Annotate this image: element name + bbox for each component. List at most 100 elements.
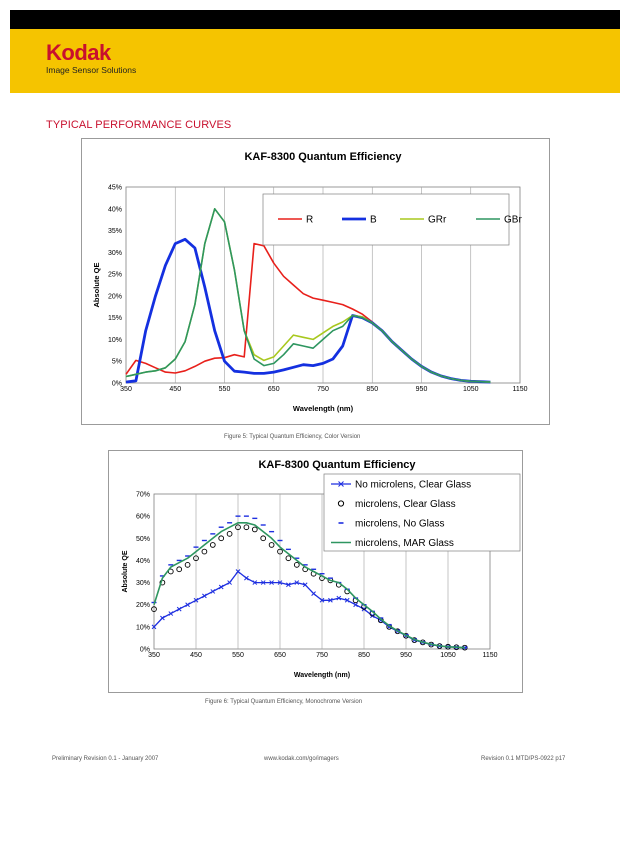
legend-box [262, 193, 510, 246]
y-tick-label: 35% [108, 228, 122, 235]
data-point [336, 595, 342, 601]
y-tick-label: 15% [108, 315, 122, 322]
footer-center: www.kodak.com/go/imagers [264, 756, 339, 762]
x-tick-label: 1150 [512, 386, 527, 393]
data-point [185, 602, 190, 608]
data-point [235, 569, 241, 574]
x-tick-label: 650 [274, 652, 286, 659]
data-point [168, 611, 174, 616]
data-point [251, 526, 258, 533]
legend-label: No microlens, Clear Glass [355, 480, 471, 491]
y-axis-label: Absolute QE [122, 550, 129, 592]
chart-title: KAF-8300 Quantum Efficiency [258, 459, 416, 471]
data-point [209, 542, 216, 548]
legend-item: GRr [400, 215, 447, 226]
y-tick-label: 25% [108, 272, 122, 279]
data-point [285, 555, 292, 562]
data-point [286, 582, 291, 588]
x-tick-label: 1050 [440, 652, 456, 659]
legend: No microlens, Clear Glass microlens, Clea… [323, 473, 521, 552]
legend-marker [337, 500, 345, 507]
series-line [125, 208, 491, 383]
y-tick-label: 30% [108, 250, 122, 257]
data-point [176, 606, 182, 612]
header-yellow-band [10, 29, 620, 93]
y-tick-label: 30% [136, 580, 150, 587]
x-tick-label: 350 [120, 386, 132, 393]
legend-item: GBr [476, 215, 522, 226]
data-point [151, 624, 157, 630]
data-point [302, 582, 308, 588]
kodak-logo: Kodak Image Sensor Solutions [46, 42, 137, 76]
x-tick-label: 350 [148, 652, 160, 659]
data-point [353, 602, 358, 608]
legend-label: microlens, Clear Glass [355, 499, 456, 510]
x-tick-label: 550 [219, 386, 231, 393]
chart-frame-1: 350 450 550 650 750 850 950 1050 1150 0% 5% 10% 15% 2… [81, 138, 550, 425]
legend-item: microlens, No Glass [338, 519, 444, 530]
series-microlens-mar-glass [153, 522, 465, 649]
legend-marker [338, 481, 344, 487]
y-tick-label: 40% [108, 206, 122, 213]
legend-label: GRr [428, 215, 447, 226]
legend-item: R [278, 215, 313, 226]
y-tick-label: 10% [108, 337, 122, 344]
legend: R B GRr GBr [262, 193, 522, 246]
legend-item: B [342, 215, 377, 226]
data-point [268, 542, 275, 548]
legend-label: B [370, 215, 377, 226]
data-point [235, 524, 241, 531]
qe-chart-color: 350 450 550 650 750 850 950 1050 1150 0% 5% 10% 15% 2… [92, 151, 528, 413]
figure-caption-1: Figure 5: Typical Quantum Efficiency, Co… [224, 434, 361, 440]
x-tick-label: 650 [268, 386, 280, 393]
data-point [293, 562, 300, 568]
x-tick-label: 450 [190, 652, 202, 659]
logo-subtitle: Image Sensor Solutions [46, 65, 137, 75]
y-tick-label: 40% [136, 558, 150, 565]
footer-left: Preliminary Revision 0.1 - January 2007 [52, 756, 159, 762]
chart-frame-2: 350 450 550 650 750 850 950 1050 1150 0% 10% 20% 30%… [108, 450, 523, 693]
legend-item: microlens, Clear Glass [337, 499, 456, 510]
qe-chart-monochrome: 350 450 550 650 750 850 950 1050 1150 0% 10% 20% 30%… [122, 459, 521, 679]
data-point [328, 597, 333, 603]
data-point [294, 580, 300, 585]
x-tick-label: 450 [169, 386, 181, 393]
data-point [184, 562, 191, 568]
data-point [218, 535, 225, 542]
y-tick-label: 0% [140, 647, 150, 654]
x-axis-label: Wavelength (nm) [293, 404, 354, 413]
x-tick-label: 1050 [463, 386, 479, 393]
data-point [269, 580, 274, 585]
data-point [193, 597, 199, 603]
data-point [202, 593, 207, 599]
legend-box [323, 473, 521, 552]
series-gbr [125, 208, 491, 383]
data-point [160, 615, 165, 621]
data-point [176, 566, 183, 573]
x-axis-label: Wavelength (nm) [294, 672, 350, 679]
y-tick-label: 0% [112, 381, 122, 388]
data-point [319, 597, 325, 603]
chart-title: KAF-8300 Quantum Efficiency [244, 151, 402, 163]
data-point [260, 535, 267, 542]
x-tick-label: 750 [316, 652, 328, 659]
data-point [344, 597, 350, 603]
x-tick-label: 1150 [482, 652, 497, 659]
data-point [244, 575, 249, 581]
x-tick-label: 850 [358, 652, 370, 659]
y-tick-label: 10% [136, 624, 150, 631]
x-tick-label: 550 [232, 652, 244, 659]
data-point [311, 591, 316, 596]
legend-item: microlens, MAR Glass [331, 538, 454, 549]
data-point [201, 548, 208, 555]
y-tick-label: 5% [112, 359, 122, 366]
series-line [153, 522, 465, 649]
x-tick-label: 950 [416, 386, 428, 393]
data-point [193, 555, 199, 562]
y-tick-label: 20% [136, 602, 150, 609]
x-tick-label: 950 [400, 652, 412, 659]
data-point [226, 531, 233, 537]
data-point [277, 548, 283, 555]
y-axis-label: Absolute QE [92, 262, 101, 307]
y-tick-label: 70% [136, 492, 150, 499]
